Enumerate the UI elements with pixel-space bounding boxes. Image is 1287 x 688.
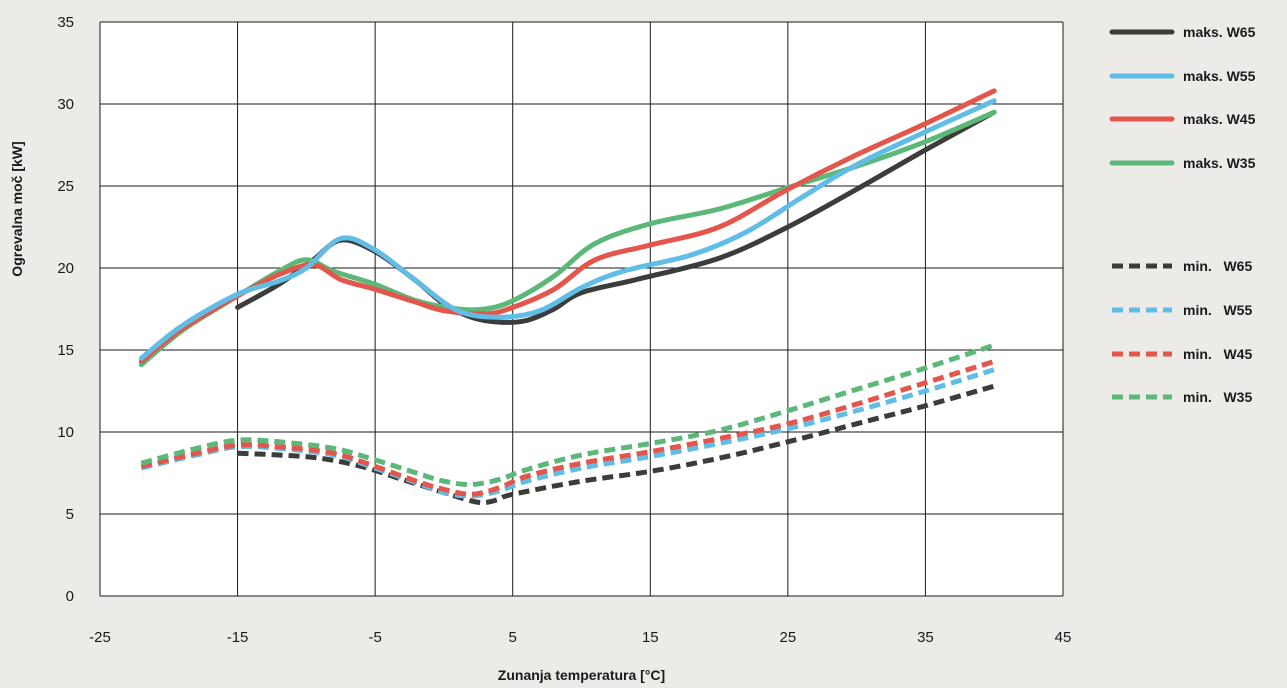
legend-label: maks. W45 [1183,111,1256,127]
plot-area [100,22,1063,596]
series-line-min-w35 [140,342,995,488]
y-tick-label: 5 [66,506,74,523]
legend-item: min. W35 [1112,389,1252,405]
y-tick-label: 25 [57,178,74,195]
x-tick-label: -15 [227,629,249,646]
x-tick-label: -5 [368,629,381,646]
x-tick-labels: -25 -15 -5 5 15 25 35 45 [89,629,1071,646]
series-line-maks-w55 [138,98,997,361]
x-tick-label: 5 [509,629,517,646]
y-tick-labels: 0 5 10 15 20 25 30 35 [57,14,74,605]
series-line-maks-w45 [138,88,997,364]
legend-label: maks. W65 [1183,24,1256,40]
x-tick-label: 35 [917,629,934,646]
legend-label: min. W55 [1183,302,1252,318]
legend: maks. W65 maks. W55 maks. W45 maks. W35 min.… [1109,24,1256,405]
series-line-min-w45 [140,359,995,497]
series-lines [138,88,997,506]
legend-item: min. W65 [1112,258,1252,274]
y-tick-label: 10 [57,424,74,441]
y-tick-label: 20 [57,260,74,277]
legend-item: maks. W65 [1109,24,1256,40]
y-tick-label: 15 [57,342,74,359]
legend-label: min. W35 [1183,389,1252,405]
legend-item: maks. W45 [1109,111,1256,127]
x-axis-title: Zunanja temperatura [°C] [498,667,665,683]
x-tick-label: -25 [89,629,111,646]
legend-label: maks. W55 [1183,68,1256,84]
legend-item: maks. W35 [1109,155,1256,171]
x-tick-label: 45 [1055,629,1072,646]
legend-label: min. W65 [1183,258,1252,274]
series-line-min-w65 [237,383,995,506]
legend-item: maks. W55 [1109,68,1256,84]
legend-label: min. W45 [1183,346,1252,362]
y-axis-title: Ogrevalna moč [kW] [9,141,25,276]
x-tick-label: 25 [780,629,797,646]
legend-item: min. W55 [1112,302,1252,318]
legend-label: maks. W35 [1183,155,1256,171]
x-tick-label: 15 [642,629,659,646]
y-tick-label: 0 [66,588,74,605]
legend-item: min. W45 [1112,346,1252,362]
y-tick-label: 30 [57,96,74,113]
y-tick-label: 35 [57,14,74,31]
